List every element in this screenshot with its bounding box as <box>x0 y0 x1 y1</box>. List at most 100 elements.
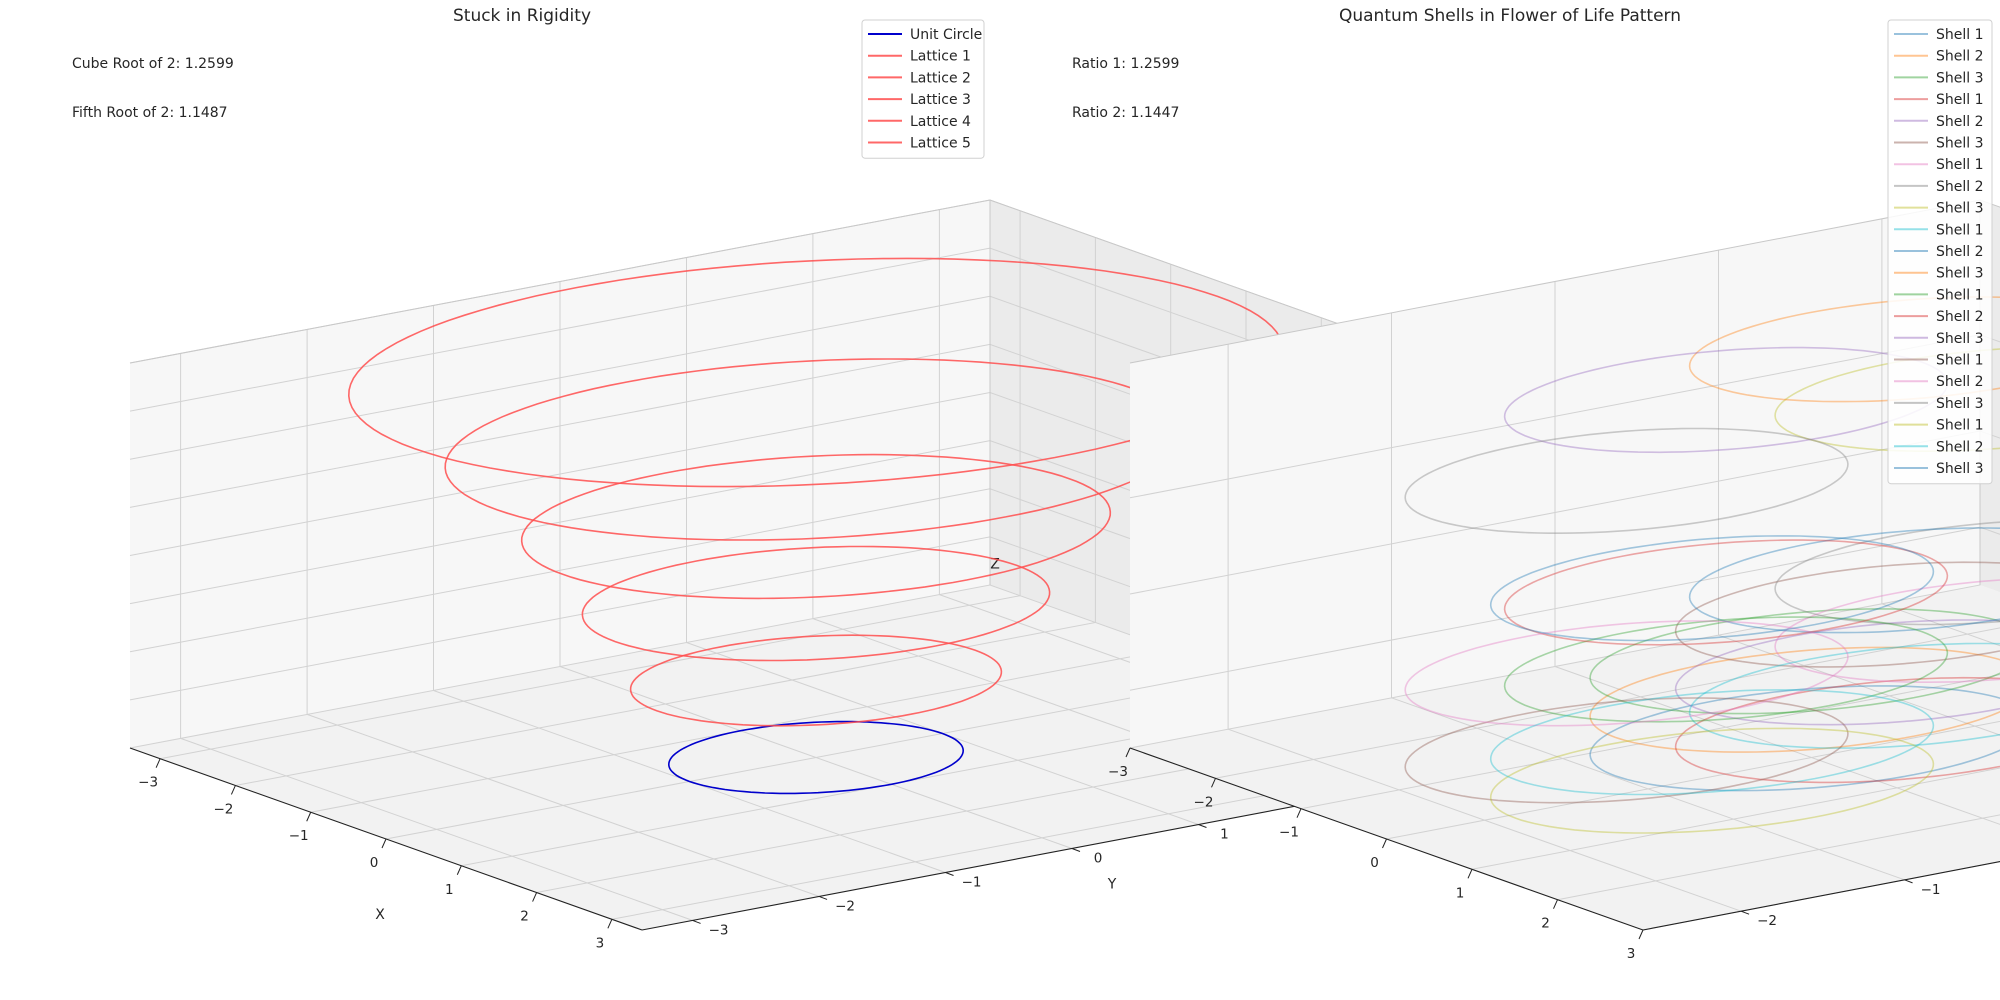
y-tick-label: −3 <box>709 922 729 938</box>
y-tick-mark <box>1198 824 1207 828</box>
annotation-text: Ratio 1: 1.2599 <box>1072 56 1179 72</box>
series-line <box>667 720 965 795</box>
series-line <box>1688 296 2000 403</box>
x-axis-label: X <box>375 907 385 923</box>
y-tick-mark <box>818 895 828 900</box>
series-line <box>581 545 1051 662</box>
series-line <box>1688 642 2000 749</box>
legend-entry-label: Shell 2 <box>1936 309 1984 325</box>
x-tick-label: −3 <box>1108 764 1128 780</box>
legend: Shell 1 Shell 2 Shell 3 Shell 1 Shell 2 Shell… <box>1887 19 1993 485</box>
series-line <box>1489 535 1935 642</box>
legend-box <box>861 19 985 159</box>
y-tick-label: −1 <box>962 874 982 890</box>
series-line <box>520 453 1112 600</box>
x-tick-label: 3 <box>1627 946 1636 962</box>
x-tick-label: −1 <box>1279 825 1299 841</box>
x-tick-mark <box>1125 747 1131 758</box>
y-gridline <box>1554 281 2000 825</box>
x-gridline <box>1300 674 2000 810</box>
legend-entry-label: Shell 1 <box>1936 92 1984 108</box>
y-gridline <box>1881 218 2000 647</box>
legend-entry-label: Shell 3 <box>1936 70 1984 86</box>
x-tick-mark <box>230 785 236 795</box>
legend-entry-label: Shell 2 <box>1936 439 1984 455</box>
annotation-text: Fifth Root of 2: 1.1487 <box>72 105 228 121</box>
legend-entry-label: Shell 1 <box>1936 27 1984 43</box>
y-tick-mark <box>692 919 701 924</box>
series-line <box>1404 620 1849 727</box>
legend-entry-label: Shell 2 <box>1936 374 1984 390</box>
legend-entry-label: Lattice 2 <box>910 70 971 86</box>
pane-edge <box>1129 199 2000 364</box>
legend-box <box>1887 19 1993 485</box>
series-line <box>1489 727 1935 834</box>
legend-entry-label: Shell 1 <box>1936 157 1984 173</box>
series-line <box>1774 521 2000 626</box>
chart-title: Stuck in Rigidity <box>453 6 591 26</box>
series-line <box>629 634 1003 727</box>
x-tick-mark <box>155 758 161 768</box>
series-line <box>1503 616 1949 723</box>
x-tick-label: −3 <box>138 775 158 791</box>
x-tick-label: 2 <box>1541 916 1550 932</box>
annotation-text: Ratio 2: 1.1447 <box>1072 105 1179 121</box>
legend: Unit Circle Lattice 1 Lattice 2 Lattice 3 La… <box>861 19 985 159</box>
legend-entry-label: Shell 1 <box>1936 418 1984 434</box>
x-tick-mark <box>1553 899 1558 909</box>
x-tick-label: −1 <box>289 828 309 844</box>
legend-entry-label: Shell 2 <box>1936 114 1984 130</box>
right-chart-panel: Quantum Shells in Flower of Life Pattern… <box>1072 6 2000 962</box>
z-axis-label: Z <box>990 557 1000 573</box>
y-gridline <box>1227 344 1742 912</box>
x-gridline <box>1386 720 2000 840</box>
y-tick-label: −2 <box>835 898 855 914</box>
series-line <box>1674 619 2000 726</box>
x-tick-label: 2 <box>520 909 529 925</box>
y-tick-label: 0 <box>1094 851 1103 867</box>
x-tick-mark <box>1296 808 1302 818</box>
legend-entry-label: Lattice 3 <box>910 92 971 108</box>
legend-entry-label: Shell 3 <box>1936 396 1984 412</box>
series-line <box>1774 579 2000 684</box>
x-tick-mark <box>456 865 462 875</box>
x-tick-mark <box>1211 778 1216 788</box>
x-gridline <box>1471 767 2000 870</box>
y-tick-mark <box>1071 848 1081 852</box>
legend-entry-label: Shell 3 <box>1936 331 1984 347</box>
legend-entry-label: Shell 3 <box>1936 136 1984 152</box>
x-tick-label: 1 <box>445 882 454 898</box>
x-tick-mark <box>1382 838 1387 849</box>
legend-entry-label: Shell 3 <box>1936 266 1984 282</box>
x-tick-mark <box>532 892 538 902</box>
legend-entry-label: Shell 1 <box>1936 222 1984 238</box>
series-line <box>1404 427 1849 535</box>
legend-entry-label: Unit Circle <box>910 27 982 43</box>
legend-entry-label: Shell 2 <box>1936 49 1984 65</box>
chart-title: Quantum Shells in Flower of Life Pattern <box>1339 6 1681 26</box>
y-gridline <box>1718 250 2000 736</box>
legend-entry-label: Shell 3 <box>1936 201 1984 217</box>
legend-entry-label: Lattice 4 <box>910 114 971 130</box>
x-gridline <box>1557 814 2000 901</box>
y-tick-mark <box>1904 879 1913 884</box>
x-tick-label: −2 <box>1194 794 1214 810</box>
x-gridline <box>1215 627 2000 779</box>
y-tick-mark <box>1740 910 1750 915</box>
series-line <box>1688 527 2000 634</box>
series-line <box>1674 676 2000 784</box>
legend-entry-label: Shell 3 <box>1936 461 1984 477</box>
legend-entry-label: Shell 1 <box>1936 353 1984 369</box>
series-line <box>1589 646 2000 753</box>
x-tick-mark <box>1467 869 1473 879</box>
series-line <box>1674 561 2000 668</box>
x-tick-label: 1 <box>1456 885 1465 901</box>
x-tick-mark <box>1638 929 1644 940</box>
floor-pane <box>1130 585 2000 930</box>
series-line <box>1589 608 2000 715</box>
legend-entry-label: Shell 2 <box>1936 179 1984 195</box>
y-tick-label: −2 <box>1757 913 1777 929</box>
legend-entry-label: Shell 2 <box>1936 244 1984 260</box>
x-tick-mark <box>607 919 613 929</box>
